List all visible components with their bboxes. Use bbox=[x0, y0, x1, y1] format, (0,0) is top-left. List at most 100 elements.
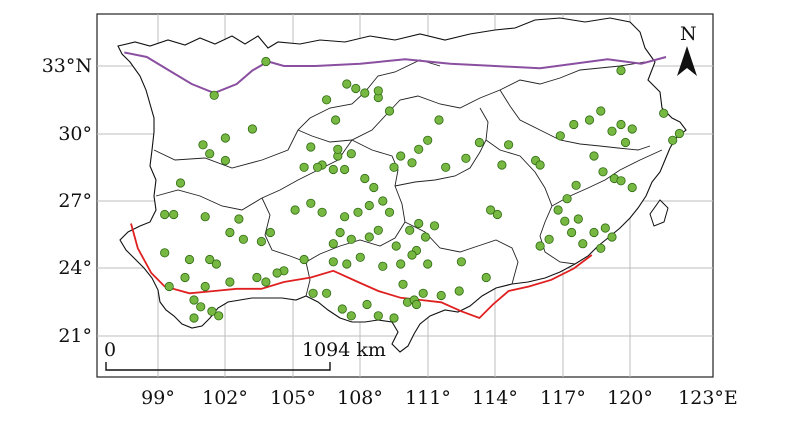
north-arrow: N bbox=[677, 23, 697, 76]
site-marker bbox=[398, 279, 408, 289]
site-marker bbox=[205, 149, 215, 159]
site-marker bbox=[256, 236, 266, 247]
site-marker bbox=[321, 288, 332, 298]
scale-bar: 0 1094 km bbox=[104, 339, 386, 371]
site-marker bbox=[339, 212, 350, 222]
site-marker bbox=[265, 227, 275, 238]
site-marker bbox=[589, 227, 599, 238]
site-marker bbox=[196, 302, 206, 312]
site-marker bbox=[566, 227, 577, 238]
y-tick-label: 33°N bbox=[42, 55, 92, 77]
site-marker bbox=[346, 234, 356, 244]
site-marker bbox=[414, 144, 424, 154]
site-marker bbox=[627, 182, 637, 193]
site-markers bbox=[160, 56, 685, 323]
site-marker bbox=[616, 176, 626, 186]
site-marker bbox=[600, 223, 610, 233]
site-marker bbox=[220, 133, 230, 143]
site-marker bbox=[180, 272, 190, 283]
site-marker bbox=[589, 151, 599, 161]
site-marker bbox=[308, 288, 318, 298]
site-marker bbox=[384, 207, 395, 217]
site-marker bbox=[389, 313, 399, 323]
site-marker bbox=[423, 135, 433, 145]
site-marker bbox=[411, 299, 422, 310]
site-marker bbox=[342, 79, 352, 89]
site-marker bbox=[396, 151, 406, 161]
site-marker bbox=[200, 281, 210, 292]
site-marker bbox=[353, 207, 363, 217]
site-marker bbox=[535, 160, 545, 170]
site-marker bbox=[189, 313, 199, 323]
site-marker bbox=[396, 259, 406, 269]
site-marker bbox=[364, 200, 374, 211]
site-marker bbox=[198, 140, 208, 150]
site-marker bbox=[555, 131, 565, 141]
site-marker bbox=[620, 137, 631, 148]
x-tick-label: 99° bbox=[141, 387, 175, 409]
x-tick-label: 120° bbox=[607, 387, 653, 409]
site-marker bbox=[407, 158, 417, 168]
northern-boundary-line bbox=[124, 51, 667, 95]
site-marker bbox=[607, 126, 617, 136]
scale-bar-line bbox=[105, 362, 331, 371]
scale-start-label: 0 bbox=[104, 339, 116, 361]
site-marker bbox=[373, 225, 383, 235]
north-arrow-icon bbox=[677, 46, 697, 76]
site-marker bbox=[562, 194, 572, 204]
site-marker bbox=[659, 108, 669, 118]
site-marker bbox=[328, 164, 338, 175]
site-marker bbox=[220, 155, 230, 166]
site-marker bbox=[346, 311, 356, 321]
x-tick-label: 114° bbox=[472, 387, 518, 409]
site-marker bbox=[454, 286, 464, 296]
x-tick-label: 102° bbox=[202, 387, 248, 409]
southern-boundary-line bbox=[130, 223, 593, 320]
site-marker bbox=[330, 115, 341, 125]
site-marker bbox=[369, 182, 379, 193]
site-marker bbox=[436, 290, 446, 301]
site-marker bbox=[214, 311, 224, 321]
site-marker bbox=[378, 196, 388, 206]
site-marker bbox=[441, 162, 451, 172]
site-marker bbox=[364, 232, 374, 242]
x-tick-label: 108° bbox=[337, 387, 383, 409]
site-marker bbox=[616, 65, 626, 76]
province-boundary bbox=[153, 59, 441, 169]
site-marker bbox=[238, 234, 248, 244]
site-marker bbox=[225, 227, 235, 238]
site-marker bbox=[328, 239, 338, 249]
site-marker bbox=[627, 124, 637, 134]
site-marker bbox=[668, 135, 678, 145]
site-marker bbox=[205, 254, 215, 265]
site-marker bbox=[335, 227, 345, 238]
site-marker bbox=[485, 205, 496, 215]
site-marker bbox=[184, 254, 195, 265]
x-tick-label: 117° bbox=[540, 387, 586, 409]
site-marker bbox=[306, 198, 316, 208]
site-marker bbox=[391, 241, 401, 251]
y-tick-label: 30° bbox=[58, 123, 92, 145]
site-marker bbox=[544, 234, 554, 244]
site-marker bbox=[674, 128, 685, 139]
site-marker bbox=[405, 225, 415, 235]
x-tick-label: 111° bbox=[405, 387, 451, 409]
site-marker bbox=[299, 254, 309, 265]
site-marker bbox=[598, 167, 608, 177]
site-marker bbox=[389, 162, 399, 172]
site-marker bbox=[189, 295, 199, 305]
site-marker bbox=[418, 288, 428, 298]
site-marker bbox=[175, 178, 186, 188]
site-marker bbox=[434, 115, 444, 125]
y-tick-label: 27° bbox=[58, 190, 92, 212]
site-marker bbox=[596, 243, 606, 253]
site-marker bbox=[535, 241, 545, 251]
site-marker bbox=[607, 232, 617, 242]
site-marker bbox=[247, 124, 257, 134]
site-marker bbox=[234, 214, 244, 224]
site-marker bbox=[492, 209, 502, 220]
site-marker bbox=[272, 268, 282, 278]
site-marker bbox=[306, 142, 316, 152]
site-marker bbox=[355, 252, 365, 262]
site-marker bbox=[474, 137, 484, 148]
